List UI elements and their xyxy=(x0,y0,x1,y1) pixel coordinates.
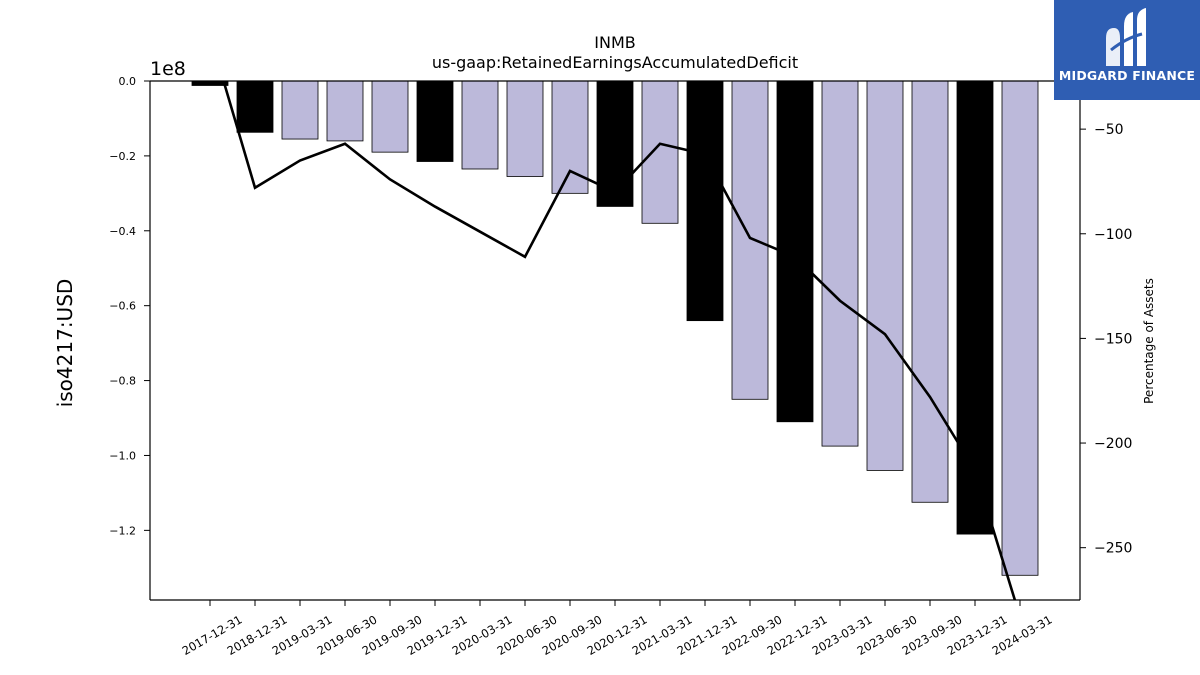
y2-tick-label: −150 xyxy=(1094,331,1132,347)
bar-2019-12-31 xyxy=(416,80,454,162)
y-offset-label: 1e8 xyxy=(150,58,186,80)
bar-2020-09-30 xyxy=(551,80,589,194)
bar-2020-12-31 xyxy=(596,80,634,207)
line-series xyxy=(222,81,1017,600)
bar-2020-06-30 xyxy=(506,80,544,177)
y-tick-label: −1.0 xyxy=(109,449,136,462)
bar-2023-03-31 xyxy=(821,80,859,447)
y-tick-label: −0.8 xyxy=(109,375,136,388)
bar-2021-03-31 xyxy=(641,80,679,224)
midgard-logo-icon xyxy=(1106,8,1146,66)
y2-tick-label: −50 xyxy=(1094,122,1124,138)
y2-tick-label: −100 xyxy=(1094,227,1132,243)
bar-2022-09-30 xyxy=(731,80,769,400)
chart-title: INMB xyxy=(594,33,635,52)
bar-2019-09-30 xyxy=(371,80,409,153)
bar-2021-12-31 xyxy=(686,80,724,322)
bar-2018-12-31 xyxy=(236,80,274,133)
bar-2023-09-30 xyxy=(911,80,949,503)
y-tick-label: −0.6 xyxy=(109,300,136,313)
bar-2019-03-31 xyxy=(281,80,319,140)
bar-2024-03-31 xyxy=(1001,80,1039,576)
y2-tick-label: −250 xyxy=(1094,541,1132,557)
bar-2023-12-31 xyxy=(956,80,994,535)
bar-series xyxy=(191,80,1039,576)
bar-2020-03-31 xyxy=(461,80,499,170)
y-axis-label: iso4217:USD xyxy=(53,279,77,408)
logo-text: MIDGARD FINANCE xyxy=(1058,68,1196,83)
y-tick-label: −1.2 xyxy=(109,524,136,537)
y-tick-label: −0.4 xyxy=(109,225,136,238)
y-tick-label: 0.0 xyxy=(119,75,137,88)
y2-axis-label: Percentage of Assets xyxy=(1142,278,1156,404)
bar-2019-06-30 xyxy=(326,80,364,142)
chart-subtitle: us-gaap:RetainedEarningsAccumulatedDefic… xyxy=(432,53,798,72)
brand-logo: MIDGARD FINANCE xyxy=(1054,0,1200,100)
bar-2023-06-30 xyxy=(866,80,904,471)
percentage-line xyxy=(222,81,1017,600)
y2-tick-label: −200 xyxy=(1094,436,1132,452)
y-tick-label: −0.2 xyxy=(109,150,136,163)
